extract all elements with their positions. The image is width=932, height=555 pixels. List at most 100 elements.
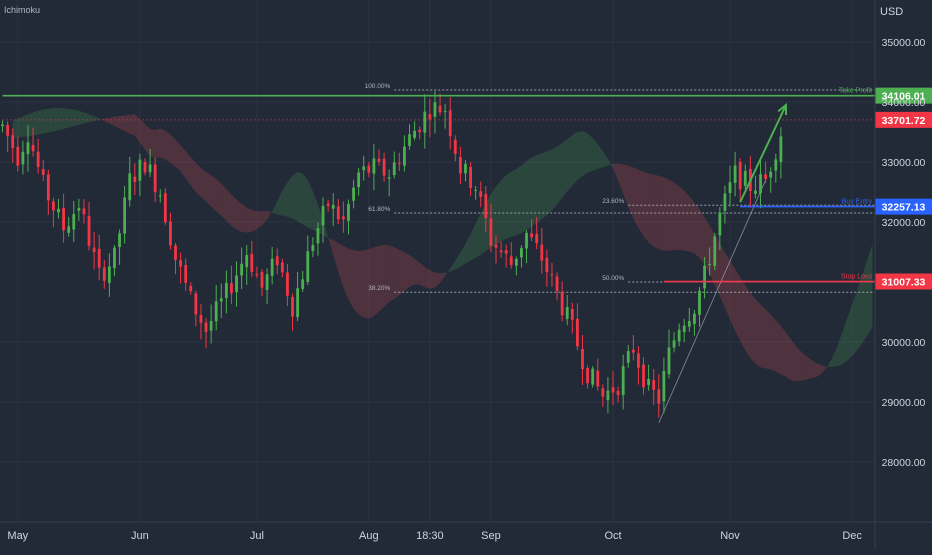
cloud-bearish-segment <box>384 244 390 307</box>
candle-body <box>560 291 564 316</box>
cloud-bearish-segment <box>806 356 812 380</box>
cloud-bearish-segment <box>363 249 369 319</box>
cloud-bearish-segment <box>409 255 415 287</box>
candle-body <box>489 218 493 246</box>
cloud-bearish-segment <box>267 210 273 220</box>
candle-body <box>631 349 635 353</box>
cloud-bullish-segment <box>536 153 542 223</box>
cloud-bullish-segment <box>312 191 318 233</box>
cloud-bearish-segment <box>129 114 135 136</box>
candle-body <box>291 296 294 317</box>
cloud-bearish-segment <box>170 134 176 168</box>
cloud-bearish-segment <box>114 116 120 129</box>
cloud-bearish-segment <box>160 128 166 160</box>
cloud-bullish-segment <box>551 146 558 211</box>
cloud-bearish-segment <box>368 247 374 319</box>
candle-body <box>698 290 701 315</box>
candle-body <box>347 204 350 221</box>
candle-body <box>362 166 366 171</box>
cloud-bearish-segment <box>633 167 639 229</box>
candle-body <box>169 221 172 246</box>
candle-body <box>82 208 86 215</box>
candle-body <box>545 257 549 272</box>
candle-body <box>36 151 40 167</box>
cloud-bearish-segment <box>378 244 385 312</box>
price-levels: Take Profit Buy Entry Stop Loss <box>2 88 875 283</box>
cloud-bullish-segment <box>541 151 547 220</box>
candle-body <box>520 248 523 258</box>
candle-body <box>769 171 773 178</box>
candle-body <box>779 136 783 163</box>
candle-body <box>245 254 249 268</box>
cloud-bearish-segment <box>399 249 405 296</box>
cloud-bearish-segment <box>816 362 822 378</box>
buy-entry-text: Buy Entry <box>842 199 873 206</box>
cloud-bearish-segment <box>185 151 191 186</box>
candle-body <box>138 159 142 181</box>
cloud-bearish-segment <box>221 183 227 221</box>
cloud-bearish-segment <box>404 252 410 292</box>
cloud-bullish-segment <box>862 259 868 344</box>
buy-entry-price-label: 32257.13 <box>882 202 926 214</box>
cloud-bullish-segment <box>847 304 853 361</box>
cloud-bullish-segment <box>587 133 593 173</box>
candle-body <box>102 267 106 281</box>
fib-level-label: 23.60% <box>602 198 624 205</box>
candle-body <box>408 134 411 146</box>
candle-body <box>133 176 137 182</box>
cloud-bearish-segment <box>821 365 827 374</box>
candle-body <box>448 110 452 137</box>
cloud-bullish-segment <box>867 243 873 336</box>
cloud-bearish-segment <box>653 174 659 250</box>
candle-body <box>214 301 218 322</box>
x-tick-label: Jun <box>131 530 149 542</box>
cloud-bullish-segment <box>572 131 578 186</box>
cloud-bearish-segment <box>353 250 359 315</box>
candle-body <box>514 258 518 266</box>
cloud-bullish-segment <box>78 110 84 125</box>
candle-body <box>428 114 432 120</box>
cloud-bearish-segment <box>750 292 756 364</box>
cloud-bullish-segment <box>58 108 64 131</box>
candle-body <box>616 391 620 396</box>
candle-body <box>113 247 116 269</box>
candle-body <box>11 135 15 149</box>
fib-level-label: 100.00% <box>365 83 391 90</box>
cloud-bearish-segment <box>760 304 766 369</box>
indicator-label[interactable]: Ichimoku <box>4 5 41 15</box>
candle-body <box>530 233 534 238</box>
x-tick-label: 18:30 <box>416 530 444 542</box>
cloud-bearish-segment <box>638 169 644 237</box>
cloud-bearish-segment <box>684 190 690 252</box>
cloud-bullish-segment <box>506 171 512 239</box>
candle-body <box>260 272 264 288</box>
candle-body <box>550 274 554 276</box>
candle-body <box>387 177 391 179</box>
cloud-bearish-segment <box>246 207 252 233</box>
cloud-bullish-segment <box>297 171 303 225</box>
cloud-bullish-segment <box>317 204 324 236</box>
x-tick-label: Oct <box>604 530 621 542</box>
candle-body <box>413 130 417 138</box>
candle-body <box>6 125 10 136</box>
candle-body <box>647 378 651 385</box>
candle-body <box>326 203 330 207</box>
cloud-bullish-segment <box>511 168 517 237</box>
candle-body <box>235 275 238 293</box>
cloud-bullish-segment <box>460 243 466 267</box>
cloud-bearish-segment <box>206 171 212 207</box>
cloud-bearish-segment <box>155 128 161 158</box>
cloud-bearish-segment <box>613 163 619 181</box>
candle-body <box>62 208 65 231</box>
candle-body <box>31 144 35 152</box>
candle-body <box>581 348 584 370</box>
candle-body <box>97 248 101 268</box>
candle-body <box>667 347 671 375</box>
candle-body <box>240 263 244 276</box>
take-profit-price-label: 34106.01 <box>882 91 926 103</box>
candle-body <box>123 197 127 234</box>
cloud-bullish-segment <box>33 110 39 136</box>
x-tick-label: Dec <box>842 530 862 542</box>
